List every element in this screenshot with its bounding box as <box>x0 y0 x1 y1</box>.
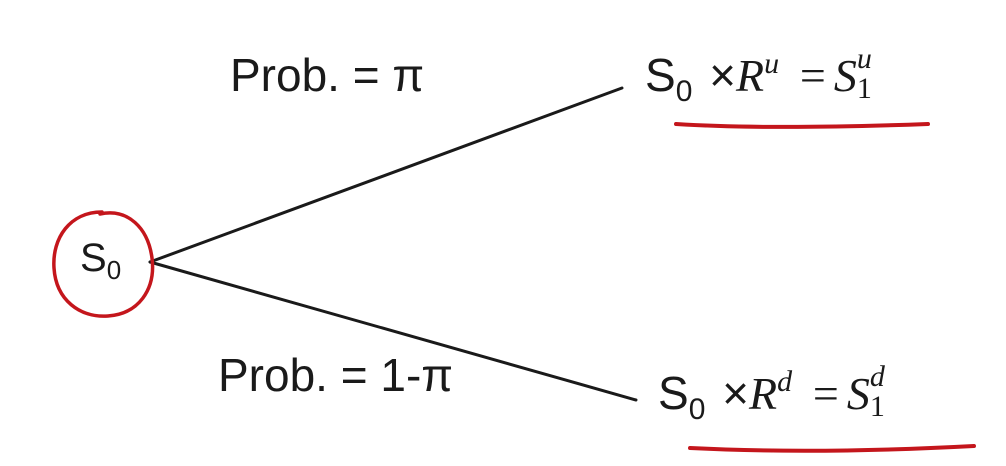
up-probability-label: Prob. = π <box>230 49 425 101</box>
down-result-symbol: S <box>846 368 870 420</box>
down-lhs-symbol: S <box>658 367 689 420</box>
root-node-label: S0 <box>80 236 121 283</box>
down-equals-sign: = <box>812 368 839 420</box>
down-times-sign: × <box>722 367 750 420</box>
down-probability-label: Prob. = 1-π <box>218 349 454 401</box>
up-result-superscript: u <box>856 42 872 75</box>
root-subscript: 0 <box>106 255 122 285</box>
down-result-underline <box>688 444 976 453</box>
up-return-symbol: R <box>736 50 765 102</box>
up-times-sign: × <box>709 49 737 102</box>
up-result-underline <box>674 122 930 129</box>
down-return-superscript: d <box>777 365 793 399</box>
up-lhs-symbol: S <box>645 49 676 102</box>
down-return-symbol: R <box>749 368 778 420</box>
down-result-subscript: 1 <box>869 390 885 423</box>
up-result-symbol: S <box>833 50 857 102</box>
up-result-subscript: 1 <box>856 72 872 105</box>
down-lhs-subscript: 0 <box>688 393 706 427</box>
down-branch-line <box>148 260 638 402</box>
root-circle-annotation <box>52 210 155 318</box>
up-lhs-subscript: 0 <box>675 75 693 109</box>
up-equals-sign: = <box>799 50 826 102</box>
root-symbol: S <box>80 236 107 280</box>
up-branch-line <box>148 86 624 264</box>
down-result-superscript: d <box>869 360 885 393</box>
up-return-superscript: u <box>764 47 780 81</box>
